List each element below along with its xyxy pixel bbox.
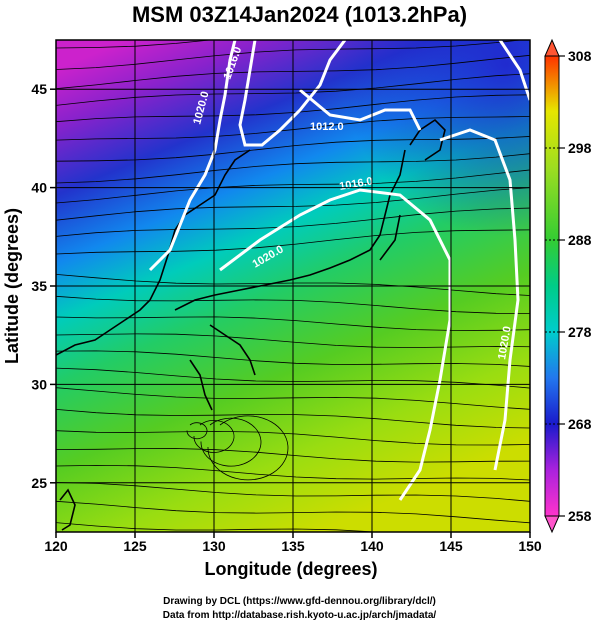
x-tick-label: 120 xyxy=(44,538,68,554)
credit-data: Data from http://database.rish.kyoto-u.a… xyxy=(162,610,437,621)
x-tick-label: 130 xyxy=(202,538,226,554)
swirl-streamline xyxy=(207,415,289,481)
y-axis-title: Latitude (degrees) xyxy=(2,208,22,364)
grid xyxy=(56,40,530,532)
colorbar-tick-label: 258 xyxy=(568,508,592,524)
isobar-label: 1020.0 xyxy=(496,325,514,360)
y-axis: 25 30 35 40 45 xyxy=(31,81,56,491)
temperature-field: 1020.0 1016.0 1012.0 1016.0 1020.0 1020.… xyxy=(56,40,530,532)
colorbar-tick-label: 288 xyxy=(568,232,592,248)
y-tick-label: 25 xyxy=(31,475,47,491)
y-tick-label: 35 xyxy=(31,278,47,294)
isobar-label: 1016.0 xyxy=(338,175,373,193)
x-axis: 120 125 130 135 140 145 150 xyxy=(44,532,542,554)
colorbar-tick-label: 298 xyxy=(568,140,592,156)
x-tick-label: 125 xyxy=(123,538,147,554)
isobar-label: 1012.0 xyxy=(310,121,344,133)
colorbar-tick-label: 268 xyxy=(568,416,592,432)
x-tick-label: 140 xyxy=(360,538,384,554)
colorbar-min-arrow xyxy=(544,515,560,534)
y-tick-label: 40 xyxy=(31,180,47,196)
x-axis-title: Longitude (degrees) xyxy=(204,559,377,579)
x-tick-label: 135 xyxy=(281,538,305,554)
streamline-set xyxy=(56,40,530,532)
colorbar-max-arrow xyxy=(544,38,560,57)
colorbar-tick-label: 308 xyxy=(568,48,592,64)
y-tick-label: 45 xyxy=(31,81,47,97)
colorbar: 308 298 288 278 268 258 xyxy=(544,38,592,534)
colorbar-tick-label: 278 xyxy=(568,324,592,340)
y-tick-label: 30 xyxy=(31,376,47,392)
x-tick-label: 145 xyxy=(439,538,463,554)
x-tick-label: 150 xyxy=(518,538,542,554)
credit-drawing: Drawing by DCL (https://www.gfd-dennou.o… xyxy=(163,596,436,607)
map-title: MSM 03Z14Jan2024 (1013.2hPa) xyxy=(131,2,468,27)
coastlines xyxy=(56,118,446,531)
colorbar-gradient xyxy=(544,55,560,517)
swirl-streamline xyxy=(186,422,208,440)
